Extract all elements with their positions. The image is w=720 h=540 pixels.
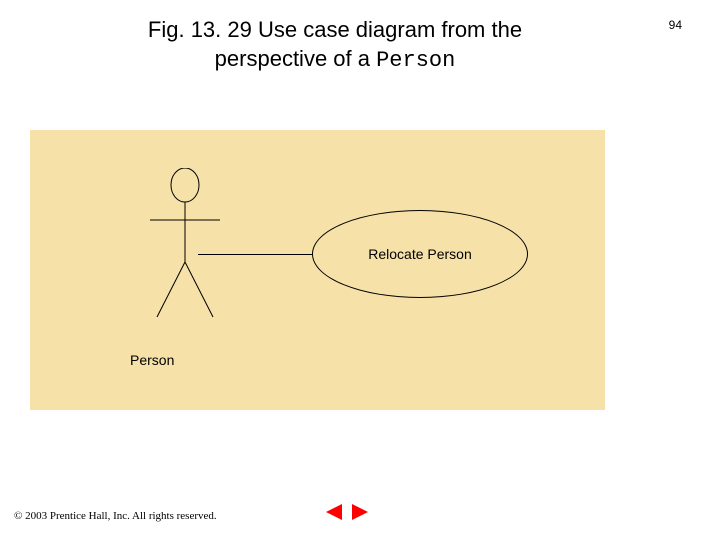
actor-label: Person [130,352,174,368]
nav-buttons [324,503,372,526]
page-number: 94 [669,18,682,32]
use-case-label: Relocate Person [368,246,472,262]
actor-usecase-connector [198,254,314,255]
title-prefix: Fig. 13. 29 Use case diagram from the pe… [148,17,522,71]
copyright-footer: © 2003 Prentice Hall, Inc. All rights re… [14,510,217,522]
next-icon[interactable] [350,503,370,521]
actor-figure [145,168,225,319]
prev-icon[interactable] [324,503,344,521]
use-case-diagram: Person Relocate Person [30,130,605,410]
figure-title: Fig. 13. 29 Use case diagram from the pe… [100,16,570,75]
use-case-oval: Relocate Person [312,210,528,298]
title-code: Person [376,48,455,73]
